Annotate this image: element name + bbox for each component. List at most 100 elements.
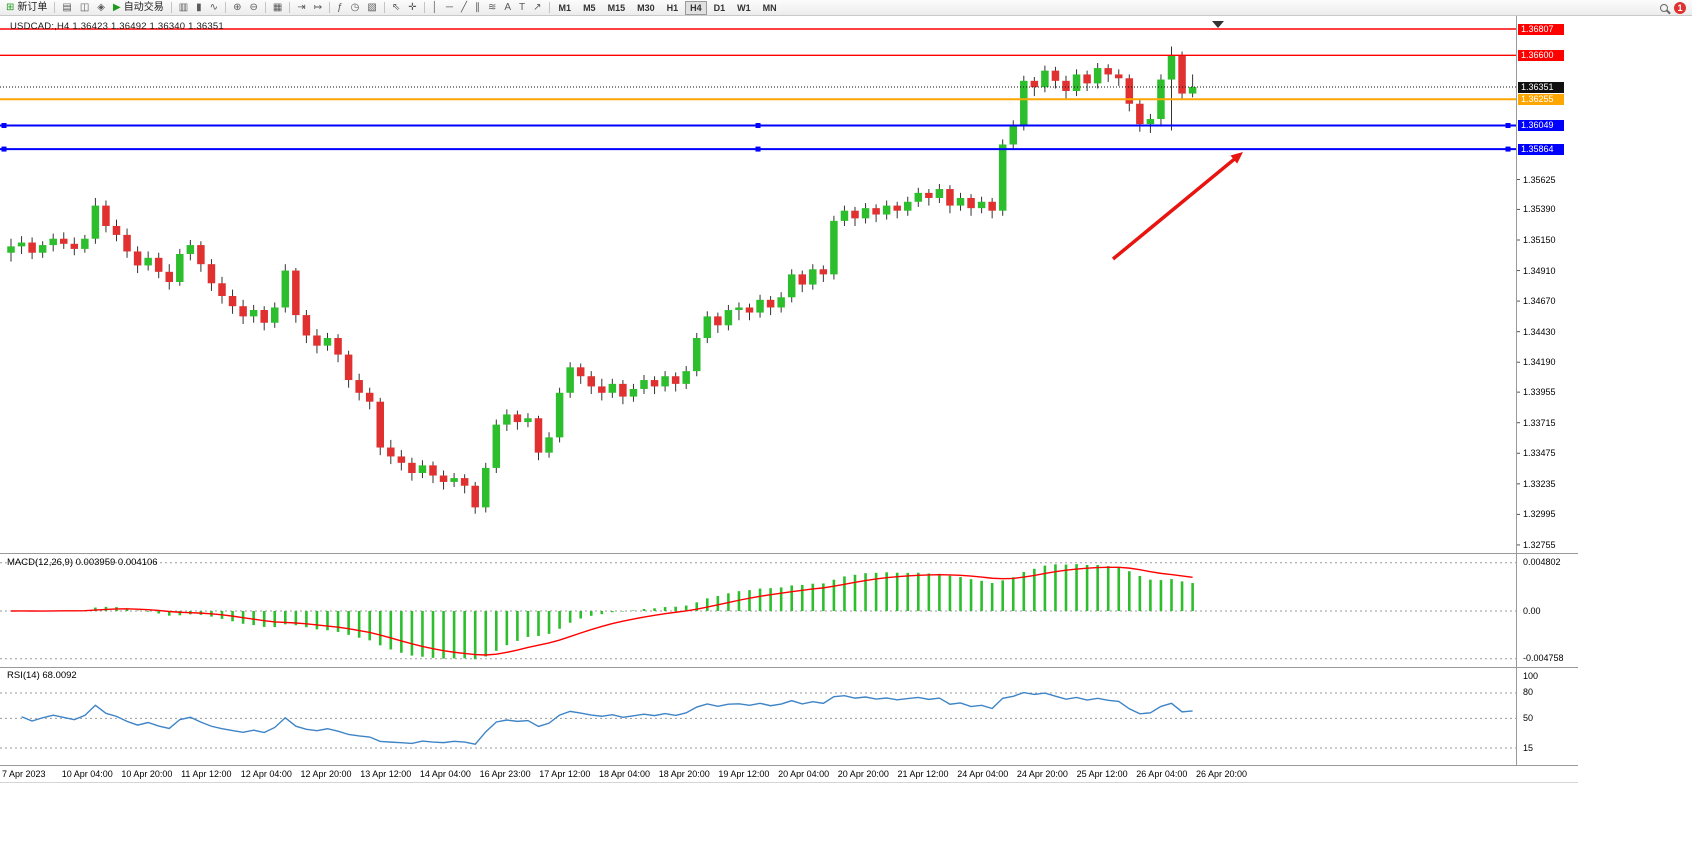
timeframe-w1[interactable]: W1 [737, 2, 751, 13]
timeframe-m5[interactable]: M5 [583, 2, 596, 13]
tile-windows-icon[interactable]: ▦ [269, 0, 286, 16]
price-axis-tick: 1.35150 [1523, 234, 1556, 245]
time-axis-label: 10 Apr 20:00 [121, 769, 173, 779]
search-icon[interactable] [1660, 4, 1668, 12]
fibonacci-icon[interactable]: ≋ [484, 0, 500, 16]
timeframe-h4[interactable]: H4 [685, 0, 707, 15]
time-axis-label: 13 Apr 12:00 [360, 769, 412, 779]
equidistant-channel-icon: ∥ [474, 2, 480, 13]
timeframe-h1[interactable]: H1 [666, 2, 679, 13]
time-axis-label: 10 Apr 04:00 [61, 769, 113, 779]
auto-scroll-icon[interactable]: ⇥ [293, 0, 309, 16]
bar-chart-icon[interactable]: ▥ [175, 0, 192, 16]
time-axis-label: 12 Apr 04:00 [240, 769, 292, 779]
trendline-icon[interactable]: ╱ [457, 0, 471, 16]
vertical-line-icon[interactable]: │ [428, 0, 442, 16]
horizontal-line-icon: ─ [445, 2, 453, 13]
toolbar-items: ⊞ 新订单 ▤ ◫ ◈ ▶ 自动交易 ▥ ▮ ∿ ⊕ ⊖ ▦ ⇥ ↦ ƒ ◷ ▧ ⇖ ✛ │ ─ ╱ ∥ ≋ A T ↗ M1 M5 M15… [2, 0, 783, 16]
candlestick-chart-icon[interactable]: ▮ [192, 0, 206, 16]
time-axis-label: 12 Apr 20:00 [300, 769, 352, 779]
time-axis-label: 18 Apr 20:00 [658, 769, 710, 779]
navigator-icon: ◈ [97, 2, 105, 13]
data-window-icon[interactable]: ◫ [76, 0, 93, 16]
line-chart-icon[interactable]: ∿ [206, 0, 222, 16]
price-axis-tick: 1.34430 [1523, 326, 1556, 337]
price-line-label: 1.36255 [1518, 93, 1564, 105]
rsi-axis-label: 50 [1523, 713, 1534, 723]
toolbar-separator [289, 2, 291, 13]
rsi-time-divider [0, 765, 1578, 766]
market-watch-icon: ▤ [62, 2, 72, 13]
zoom-out-icon: ⊖ [249, 2, 258, 13]
price-axis-tick: 1.33475 [1523, 448, 1556, 459]
auto-scroll-icon: ⇥ [297, 2, 306, 13]
price-axis-tick: 1.32995 [1523, 509, 1556, 520]
time-axis-label: 17 Apr 12:00 [539, 769, 591, 779]
crosshair-icon: ✛ [408, 2, 417, 13]
new-order-icon: ⊞ [6, 2, 15, 13]
auto-trading-button[interactable]: ▶ 自动交易 [109, 0, 168, 16]
chart-shift-marker [1212, 21, 1224, 28]
price-axis-tick: 1.33235 [1523, 478, 1556, 489]
rsi-axis-label: 15 [1523, 742, 1534, 753]
trend-arrow [1111, 154, 1240, 261]
templates-icon[interactable]: ▧ [363, 0, 380, 16]
periods-icon[interactable]: ◷ [347, 0, 364, 16]
horizontal-line-icon[interactable]: ─ [442, 0, 457, 16]
text-label-icon[interactable]: T [515, 0, 529, 16]
toolbar-separator [264, 2, 266, 13]
market-watch-icon[interactable]: ▤ [58, 0, 75, 16]
time-axis-label: 7 Apr 2023 [2, 769, 46, 779]
timeframe-m15[interactable]: M15 [607, 2, 626, 13]
new-order-button[interactable]: ⊞ 新订单 [2, 0, 51, 16]
toolbar-separator [423, 2, 425, 13]
timeframe-m1[interactable]: M1 [558, 2, 572, 13]
toolbar-separator [54, 2, 56, 13]
macd-axis-label: -0.004758 [1523, 653, 1564, 663]
bar-chart-icon: ▥ [178, 2, 189, 13]
toolbar-separator [383, 2, 385, 13]
zoom-out-icon[interactable]: ⊖ [245, 0, 261, 16]
macd-rsi-divider[interactable] [0, 667, 1578, 668]
toolbar-right: 1 [1660, 0, 1686, 16]
arrows-icon[interactable]: ↗ [529, 0, 545, 16]
toolbar-separator [548, 2, 550, 13]
time-axis[interactable] [0, 766, 1578, 783]
toolbar: ⊞ 新订单 ▤ ◫ ◈ ▶ 自动交易 ▥ ▮ ∿ ⊕ ⊖ ▦ ⇥ ↦ ƒ ◷ ▧ ⇖ ✛ │ ─ ╱ ∥ ≋ A T ↗ M1 M5 M15… [0, 0, 1692, 16]
indicators-icon: ƒ [337, 2, 343, 13]
timeframe-mn[interactable]: MN [762, 2, 777, 13]
zoom-in-icon[interactable]: ⊕ [229, 0, 245, 16]
notification-badge[interactable]: 1 [1674, 2, 1686, 14]
price-axis-tick: 1.35390 [1523, 204, 1556, 215]
main-chart[interactable] [0, 16, 1578, 554]
indicators-icon[interactable]: ƒ [333, 0, 347, 16]
cursor-icon[interactable]: ⇖ [388, 0, 404, 16]
templates-icon: ▧ [367, 2, 377, 13]
rsi-label: RSI(14) 68.0092 [7, 670, 77, 681]
toolbar-separator [170, 2, 172, 13]
macd-signal-line [10, 566, 1193, 656]
fibonacci-icon: ≋ [487, 2, 497, 13]
macd-panel[interactable] [0, 554, 1578, 667]
timeframe-m30[interactable]: M30 [637, 2, 655, 13]
equidistant-channel-icon[interactable]: ∥ [471, 0, 484, 16]
navigator-icon[interactable]: ◈ [93, 0, 109, 16]
text-icon[interactable]: A [500, 0, 515, 16]
time-axis-label: 14 Apr 04:00 [419, 769, 471, 779]
price-line-label: 1.35864 [1518, 143, 1564, 155]
price-axis-tick: 1.34190 [1523, 357, 1556, 368]
arrows-icon: ↗ [533, 2, 542, 13]
macd-axis-label: 0.00 [1523, 605, 1541, 616]
price-scale-divider [1516, 16, 1517, 766]
rsi-line [21, 691, 1193, 745]
crosshair-icon[interactable]: ✛ [404, 0, 420, 16]
toolbar-separator [329, 2, 331, 13]
chart-macd-divider[interactable] [0, 553, 1578, 554]
rsi-panel[interactable] [0, 668, 1578, 765]
chart-shift-icon[interactable]: ↦ [310, 0, 326, 16]
timeframe-d1[interactable]: D1 [713, 2, 726, 13]
price-line-label: 1.36807 [1518, 23, 1564, 35]
auto-trading-icon: ▶ [113, 2, 121, 13]
auto-trading-button-label: 自动交易 [123, 2, 164, 13]
price-axis-tick: 1.33715 [1523, 417, 1556, 428]
